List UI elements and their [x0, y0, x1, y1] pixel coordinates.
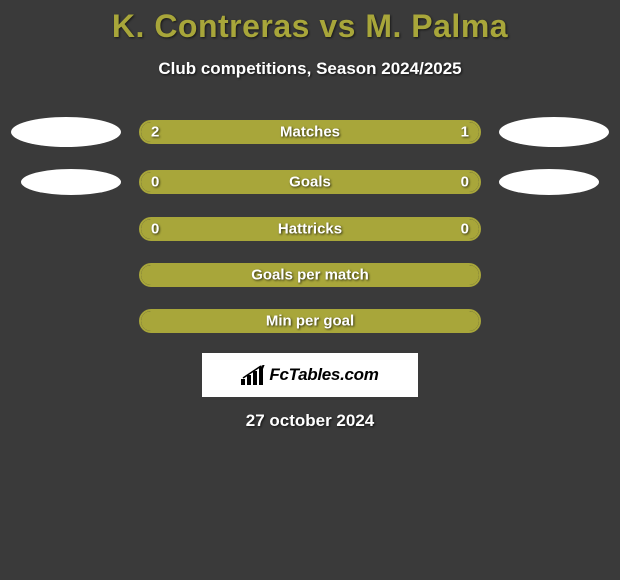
stat-row: 0 0 Goals: [0, 169, 620, 195]
right-value: 0: [461, 174, 469, 191]
chart-icon: [241, 365, 265, 385]
right-value: 0: [461, 221, 469, 238]
stat-row: Min per goal: [0, 309, 620, 333]
left-value: 0: [151, 221, 159, 238]
stat-bar: Min per goal: [139, 309, 481, 333]
stat-label: Matches: [280, 124, 340, 141]
stat-bar: 2 1 Matches: [139, 120, 481, 144]
stat-row: Goals per match: [0, 263, 620, 287]
stat-row: 2 1 Matches: [0, 117, 620, 147]
comparison-card: K. Contreras vs M. Palma Club competitio…: [0, 0, 620, 431]
left-value: 0: [151, 174, 159, 191]
subtitle: Club competitions, Season 2024/2025: [0, 59, 620, 79]
right-player-avatar: [499, 169, 599, 195]
stat-bar: 0 0 Hattricks: [139, 217, 481, 241]
stat-label: Hattricks: [278, 221, 342, 238]
left-value: 2: [151, 124, 159, 141]
right-player-avatar: [499, 117, 609, 147]
brand-text: FcTables.com: [269, 365, 378, 385]
right-value: 1: [461, 124, 469, 141]
stat-label: Goals: [289, 174, 331, 191]
stat-row: 0 0 Hattricks: [0, 217, 620, 241]
page-title: K. Contreras vs M. Palma: [0, 8, 620, 45]
stat-bar: 0 0 Goals: [139, 170, 481, 194]
stat-bar: Goals per match: [139, 263, 481, 287]
left-player-avatar: [21, 169, 121, 195]
left-player-avatar: [11, 117, 121, 147]
brand-box: FcTables.com: [202, 353, 418, 397]
stat-label: Goals per match: [251, 267, 369, 284]
stat-rows: 2 1 Matches 0 0 Goals 0 0 Hattricks Goals per mat…: [0, 117, 620, 333]
stat-label: Min per goal: [266, 313, 354, 330]
date-label: 27 october 2024: [0, 411, 620, 431]
